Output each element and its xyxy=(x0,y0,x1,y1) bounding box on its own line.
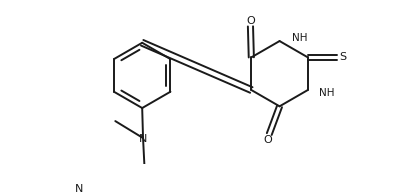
Text: N: N xyxy=(75,184,83,192)
Text: O: O xyxy=(246,16,255,26)
Text: N: N xyxy=(139,134,147,144)
Text: NH: NH xyxy=(319,89,335,98)
Text: S: S xyxy=(340,52,347,62)
Text: O: O xyxy=(263,135,272,145)
Text: NH: NH xyxy=(291,33,307,43)
